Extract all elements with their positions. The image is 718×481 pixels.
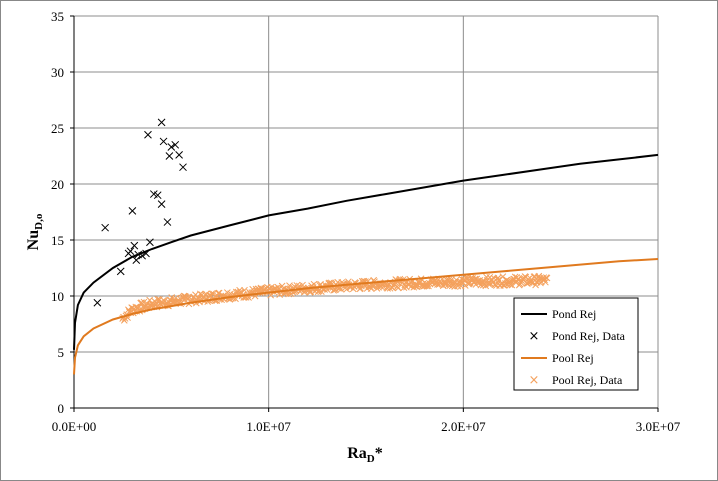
legend-label-pond-rej: Pond Rej [552, 307, 596, 321]
data-point [157, 200, 166, 209]
data-point [208, 290, 216, 297]
series-line-pool-rej [73, 258, 659, 375]
data-point [424, 280, 432, 288]
data-point [286, 282, 293, 289]
series-line-pond-rej [73, 153, 659, 350]
y-axis-title: NuD,o [25, 213, 45, 250]
data-point [153, 191, 162, 200]
tick-labels: 0 5 10 15 20 25 30 35 0.0E+00 1.0E+07 2.0E+07 3.0E+… [51, 9, 681, 434]
data-point [494, 274, 502, 282]
data-point [144, 130, 152, 139]
legend-label-pond-rej-data: Pond Rej, Data [552, 329, 626, 343]
data-point [337, 285, 345, 293]
legend-label-pool-rej: Pool Rej [552, 351, 594, 365]
data-point [543, 274, 551, 282]
legend-swatch-pool-rej-data: × [529, 373, 540, 388]
data-point [368, 282, 376, 290]
data-point [394, 284, 402, 292]
y-tick-label: 30 [51, 65, 64, 80]
data-point [165, 152, 174, 160]
y-tick-label: 10 [51, 289, 64, 304]
legend-label-pool-rej-data: Pool Rej, Data [552, 373, 623, 387]
data-point [126, 247, 135, 256]
data-point [132, 256, 141, 265]
data-point [138, 251, 146, 260]
series-pool-rej-data [119, 272, 551, 324]
y-tick-label: 0 [58, 401, 65, 416]
x-tick-label: 0.0E+00 [52, 419, 97, 434]
data-point [343, 285, 351, 293]
data-point [159, 137, 168, 146]
data-point [331, 286, 339, 294]
data-point [357, 284, 364, 292]
series-pond-rej-data [93, 118, 187, 307]
y-tick-label: 25 [51, 121, 64, 136]
y-tick-label: 5 [58, 345, 65, 360]
data-point [310, 280, 318, 288]
data-point [157, 118, 166, 127]
x-tick-label: 1.0E+07 [246, 419, 291, 434]
legend-swatch-pond-rej-data: × [529, 329, 540, 344]
data-point [154, 295, 162, 303]
y-tick-label: 35 [51, 9, 64, 24]
data-point [142, 249, 150, 258]
data-point [241, 286, 248, 294]
data-point [171, 140, 180, 149]
y-tick-label: 15 [51, 233, 64, 248]
data-point [116, 267, 125, 276]
data-point [467, 274, 475, 282]
data-point [163, 218, 172, 226]
data-point [179, 163, 187, 172]
data-point [448, 276, 455, 284]
x-tick-label: 3.0E+07 [636, 419, 681, 434]
data-point [101, 223, 110, 232]
data-point [526, 274, 534, 282]
x-tick-label: 2.0E+07 [441, 419, 486, 434]
x-axis-title: RaD* [347, 445, 383, 465]
data-point [146, 238, 154, 247]
data-point [128, 207, 137, 215]
y-tick-label: 20 [51, 177, 64, 192]
data-point [93, 298, 102, 307]
series-layer [73, 118, 659, 375]
legend: Pond Rej × Pond Rej, Data Pool Rej × Poo… [513, 297, 639, 391]
data-point [167, 143, 176, 151]
data-point [175, 151, 183, 159]
data-point [130, 241, 139, 250]
data-point [516, 280, 524, 288]
